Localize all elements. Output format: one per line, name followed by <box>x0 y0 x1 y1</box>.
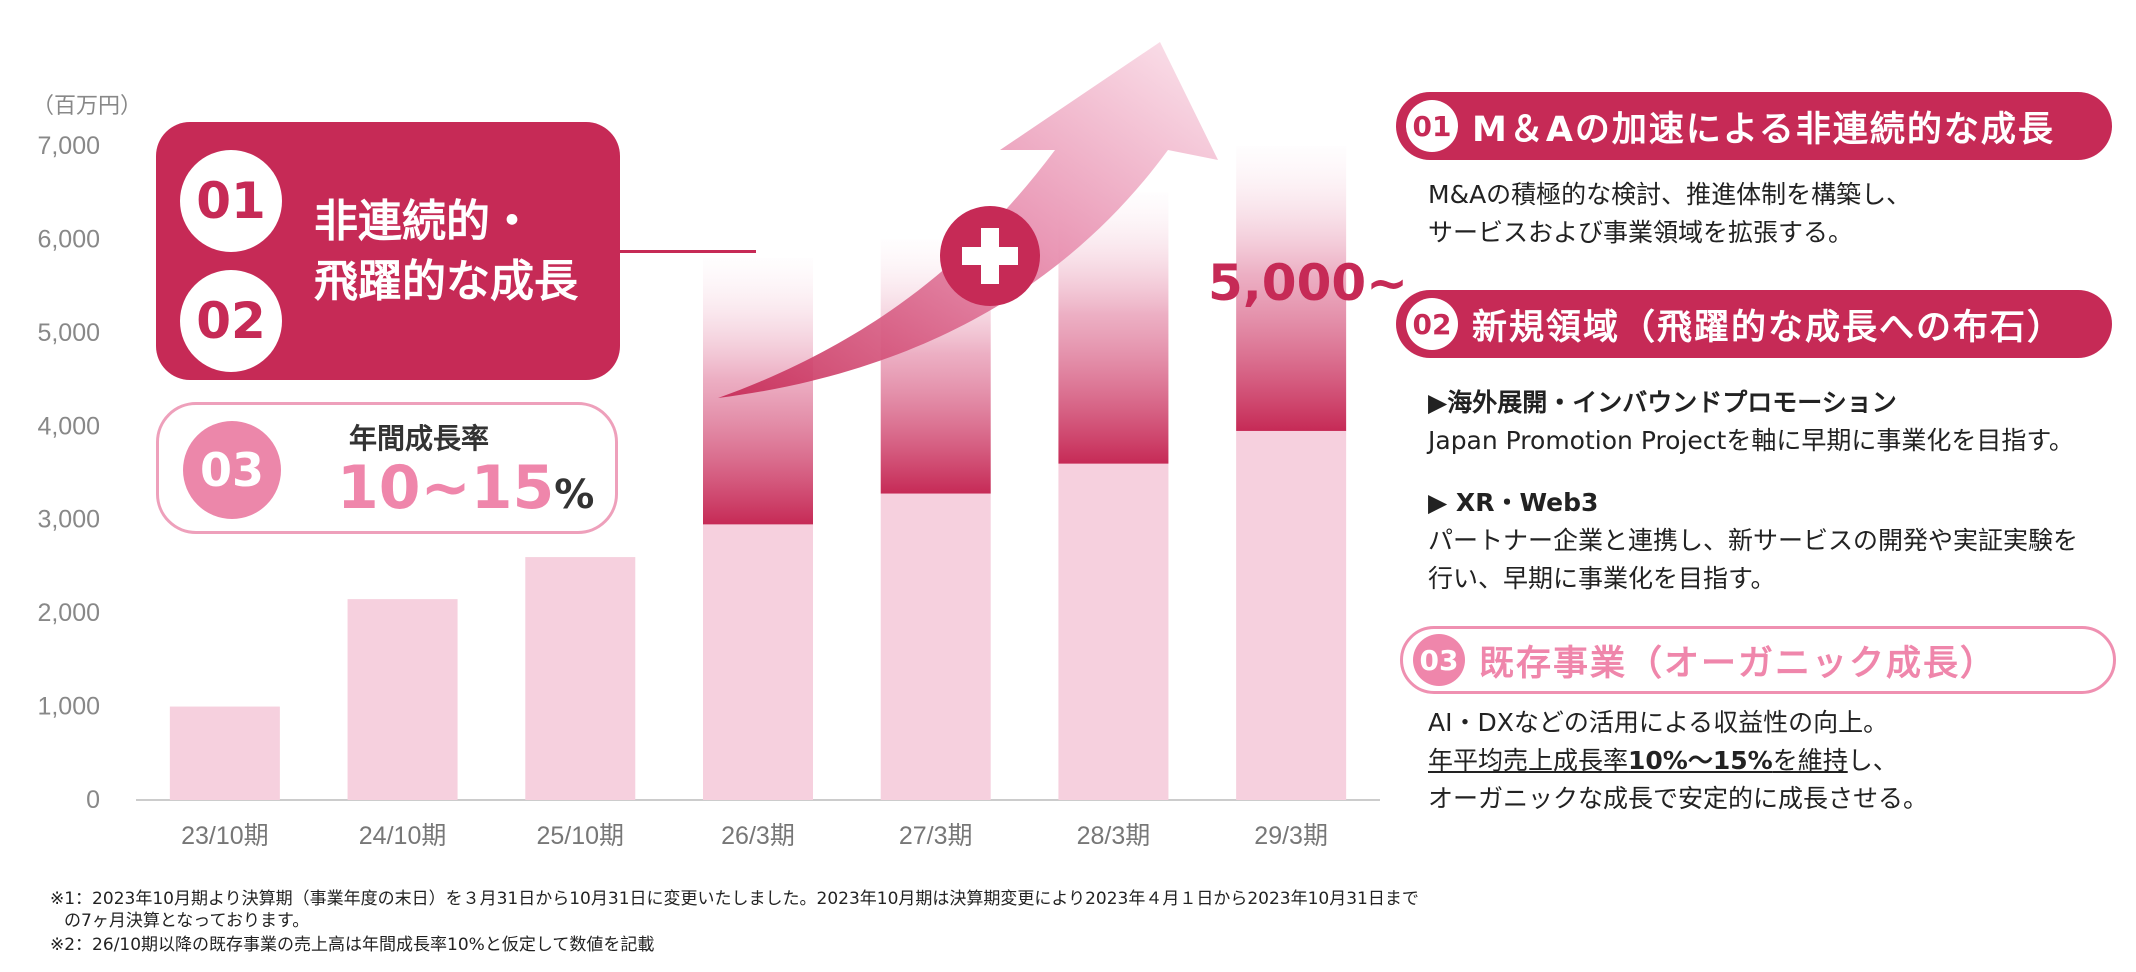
x-tick-label: 29/3期 <box>1254 822 1328 850</box>
target-label: 5,000~ <box>1208 254 1409 312</box>
growth-rate-number: 10~15 <box>337 453 555 523</box>
section-02-sub2-title: ▶ XR・Web3 <box>1428 488 1599 517</box>
x-tick-label: 26/3期 <box>721 822 795 850</box>
x-tick-label: 27/3期 <box>899 822 973 850</box>
bar-organic <box>525 557 636 800</box>
y-tick-label: 3,000 <box>37 506 100 534</box>
x-tick-label: 25/10期 <box>537 822 625 850</box>
badge-03: 03 <box>183 421 281 519</box>
footnote-1: ※1：2023年10月期より決算期（事業年度の末日）を３月31日から10月31日… <box>50 889 1419 909</box>
section-02-title: 新規領域（飛躍的な成長への布石） <box>1472 307 2065 348</box>
section-02-badge: 02 <box>1406 298 1458 350</box>
inorganic-growth-box: 01 02 非連続的・ 飛躍的な成長 <box>156 122 620 380</box>
section-03-header: 03 既存事業（オーガニック成長） <box>1400 626 2116 694</box>
section-02-sub1: ▶海外展開・インバウンドプロモーション Japan Promotion Proj… <box>1428 384 2074 460</box>
section-03-line2-c: を維持 <box>1772 746 1848 775</box>
y-axis-unit: （百万円） <box>32 94 143 119</box>
section-03-line3: オーガニックな成長で安定的に成長させる。 <box>1428 784 1929 813</box>
section-01-title: M＆Aの加速による非連続的な成長 <box>1472 109 2055 150</box>
section-03-line2: 年平均売上成長率10%～15%を維持し、 <box>1428 742 1928 780</box>
section-02-sub1-title: ▶海外展開・インバウンドプロモーション <box>1428 388 1897 417</box>
bar-organic <box>1236 430 1347 800</box>
section-03-line2-d: し、 <box>1847 746 1898 775</box>
section-01-line2: サービスおよび事業領域を拡張する。 <box>1428 218 1854 247</box>
growth-title-line2: 飛躍的な成長 <box>314 256 578 307</box>
badge-01: 01 <box>180 150 282 252</box>
section-01-body: M&Aの積極的な検討、推進体制を構築し、 サービスおよび事業領域を拡張する。 <box>1428 176 1911 252</box>
bar-inorganic <box>1236 146 1347 431</box>
y-tick-label: 5,000 <box>37 319 100 347</box>
growth-title: 非連続的・ 飛躍的な成長 <box>314 192 614 312</box>
plus-icon <box>940 206 1040 306</box>
growth-rate-label: 年間成長率 <box>349 422 490 455</box>
section-02-header: 02 新規領域（飛躍的な成長への布石） <box>1396 290 2112 358</box>
section-03-line2-b: 10%～15% <box>1628 746 1773 775</box>
bar-organic <box>1058 463 1169 800</box>
connector-line <box>620 250 756 253</box>
section-03-badge: 03 <box>1413 634 1465 686</box>
section-03-title: 既存事業（オーガニック成長） <box>1479 643 1998 684</box>
badge-02: 02 <box>180 270 282 372</box>
y-tick-label: 2,000 <box>37 599 100 627</box>
section-02-sub2-line1: パートナー企業と連携し、新サービスの開発や実証実験を <box>1428 526 2079 555</box>
bar-organic <box>880 493 991 800</box>
y-tick-label: 0 <box>86 786 100 814</box>
footnote-2: ※2：26/10期以降の既存事業の売上高は年間成長率10%と仮定して数値を記載 <box>50 935 655 955</box>
y-tick-label: 1,000 <box>37 693 100 721</box>
bar-organic <box>347 599 458 800</box>
section-01-header: 01 M＆Aの加速による非連続的な成長 <box>1396 92 2112 160</box>
y-tick-label: 6,000 <box>37 225 100 253</box>
growth-rate-value: 10~15% <box>337 453 594 530</box>
section-03-body: AI・DXなどの活用による収益性の向上。 年平均売上成長率10%～15%を維持し… <box>1428 704 1928 818</box>
section-03-line1: AI・DXなどの活用による収益性の向上。 <box>1428 708 1889 737</box>
x-tick-label: 23/10期 <box>181 822 269 850</box>
bar-organic <box>169 706 280 800</box>
growth-rate-unit: % <box>554 472 595 518</box>
y-tick-label: 4,000 <box>37 412 100 440</box>
section-02-sub2-line2: 行い、早期に事業化を目指す。 <box>1428 564 1776 593</box>
growth-rate-box: 03 年間成長率 10~15% <box>156 402 618 534</box>
y-tick-label: 7,000 <box>37 132 100 160</box>
growth-arrow <box>718 42 1218 398</box>
section-02-sub2: ▶ XR・Web3 パートナー企業と連携し、新サービスの開発や実証実験を 行い、… <box>1428 484 2078 598</box>
section-01-line1: M&Aの積極的な検討、推進体制を構築し、 <box>1428 180 1912 209</box>
x-tick-label: 28/3期 <box>1077 822 1151 850</box>
growth-title-line1: 非連続的・ <box>314 196 534 247</box>
section-03-line2-a: 年平均売上成長率 <box>1428 746 1629 775</box>
footnote-1-cont: の7ヶ月決算となっております。 <box>64 911 310 931</box>
section-01-badge: 01 <box>1406 100 1458 152</box>
x-tick-label: 24/10期 <box>359 822 447 850</box>
bar-organic <box>703 524 813 800</box>
section-02-sub1-line: Japan Promotion Projectを軸に早期に事業化を目指す。 <box>1428 426 2074 455</box>
